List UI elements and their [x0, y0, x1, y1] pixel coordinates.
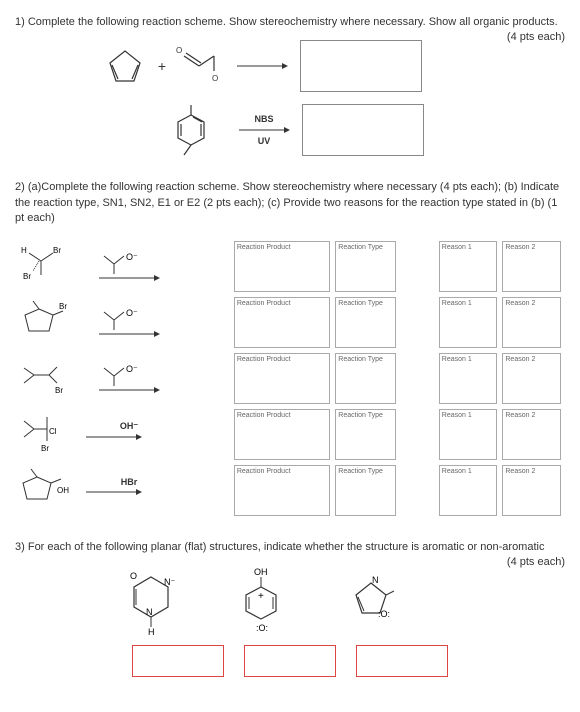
- question-3: 3) For each of the following planar (fla…: [15, 540, 565, 677]
- structure-r1-icon: H Br Br: [19, 241, 79, 286]
- svg-text:N: N: [372, 575, 379, 585]
- q3-box-b[interactable]: [244, 645, 336, 677]
- q1-row2: NBS UV: [15, 100, 565, 160]
- svg-text:N⁻: N⁻: [164, 577, 175, 587]
- structure-c-icon: N :O:: [336, 565, 406, 635]
- svg-text:H: H: [21, 246, 27, 255]
- svg-text:N: N: [146, 607, 153, 617]
- structure-b-icon: OH + :O:: [226, 565, 296, 635]
- q3-box-a[interactable]: [132, 645, 224, 677]
- nbs-label: NBS: [234, 114, 294, 124]
- product-box[interactable]: Reaction Product: [234, 353, 330, 404]
- svg-text:Br: Br: [59, 302, 67, 311]
- arrow-icon: [234, 124, 294, 136]
- q3-num: 3): [15, 541, 25, 553]
- table-row: Br O⁻ Reaction Product Reaction Type Rea…: [18, 352, 562, 405]
- q3-structures: N⁻ O N H OH + :O: N :O:: [15, 565, 507, 635]
- q1-num: 1): [15, 16, 25, 28]
- q1-row1: + O O: [15, 40, 507, 92]
- reason1-box[interactable]: Reason 1: [439, 465, 498, 516]
- type-box[interactable]: Reaction Type: [335, 297, 396, 348]
- q1-text: Complete the following reaction scheme. …: [28, 16, 558, 28]
- q2-num: 2): [15, 181, 25, 193]
- product-box[interactable]: Reaction Product: [234, 241, 330, 292]
- q1-answer-box-2[interactable]: [302, 104, 424, 156]
- plus-sign: +: [158, 58, 166, 74]
- arrow-icon: [232, 56, 292, 76]
- table-row: OH HBr Reaction Product Reaction Type Re…: [18, 464, 562, 517]
- table-row: Br O⁻ Reaction Product Reaction Type Rea…: [18, 296, 562, 349]
- dienophile-icon: O O: [174, 41, 224, 91]
- type-box[interactable]: Reaction Type: [335, 409, 396, 460]
- svg-text:O⁻: O⁻: [126, 364, 138, 374]
- svg-text:O⁻: O⁻: [126, 252, 138, 262]
- table-row: H Br Br O⁻ Reacti: [18, 240, 562, 293]
- reason2-box[interactable]: Reason 2: [502, 241, 561, 292]
- svg-text:OH: OH: [57, 486, 69, 495]
- q3-answer-boxes: [15, 645, 565, 677]
- q2-table: H Br Br O⁻ Reacti: [15, 237, 565, 520]
- q1-pts: (4 pts each): [507, 30, 565, 45]
- reagent-oh: OH⁻: [83, 408, 175, 455]
- svg-text:O: O: [212, 74, 218, 83]
- svg-text:Cl: Cl: [49, 427, 57, 436]
- structure-r5-icon: OH: [19, 465, 79, 510]
- svg-text:Br: Br: [55, 386, 63, 395]
- q1-answer-box-1[interactable]: [300, 40, 422, 92]
- q2-prompt: 2) (a)Complete the following reaction sc…: [15, 180, 565, 226]
- svg-text:O: O: [130, 571, 137, 581]
- nbs-arrow-group: NBS UV: [234, 114, 294, 146]
- svg-text:Br: Br: [53, 246, 61, 255]
- structure-r2-icon: Br: [19, 297, 79, 342]
- uv-label: UV: [234, 136, 294, 146]
- reason1-box[interactable]: Reason 1: [439, 353, 498, 404]
- q2-text: (a)Complete the following reaction schem…: [15, 181, 559, 224]
- product-box[interactable]: Reaction Product: [234, 409, 330, 460]
- reason2-box[interactable]: Reason 2: [502, 353, 561, 404]
- toluene-icon: [156, 100, 226, 160]
- reason1-box[interactable]: Reason 1: [439, 241, 498, 292]
- product-box[interactable]: Reaction Product: [234, 297, 330, 348]
- svg-text:OH: OH: [254, 567, 268, 577]
- reason2-box[interactable]: Reason 2: [502, 297, 561, 348]
- tbuO-icon: O⁻: [94, 358, 164, 393]
- svg-text:O⁻: O⁻: [126, 308, 138, 318]
- svg-text::O:: :O:: [256, 623, 268, 633]
- svg-text:Br: Br: [23, 272, 31, 281]
- type-box[interactable]: Reaction Type: [335, 465, 396, 516]
- tbuO-icon: O⁻: [94, 302, 164, 337]
- svg-text:H: H: [148, 627, 155, 635]
- reason1-box[interactable]: Reason 1: [439, 409, 498, 460]
- structure-r3-icon: Br: [19, 353, 79, 398]
- question-2: 2) (a)Complete the following reaction sc…: [15, 180, 565, 519]
- reagent-hbr: HBr: [83, 464, 175, 511]
- reason1-box[interactable]: Reason 1: [439, 297, 498, 348]
- structure-r4-icon: Cl Br: [19, 409, 79, 454]
- q3-pts: (4 pts each): [507, 555, 565, 570]
- q3-box-c[interactable]: [356, 645, 448, 677]
- tbuO-icon: O⁻: [94, 246, 164, 281]
- type-box[interactable]: Reaction Type: [335, 241, 396, 292]
- structure-a-icon: N⁻ O N H: [116, 565, 186, 635]
- type-box[interactable]: Reaction Type: [335, 353, 396, 404]
- reason2-box[interactable]: Reason 2: [502, 465, 561, 516]
- q3-text: For each of the following planar (flat) …: [28, 541, 545, 553]
- svg-text:+: +: [258, 591, 264, 602]
- reason2-box[interactable]: Reason 2: [502, 409, 561, 460]
- table-row: Cl Br OH⁻ Reaction Product Reaction Type…: [18, 408, 562, 461]
- q3-prompt: 3) For each of the following planar (fla…: [15, 540, 565, 555]
- question-1: 1) Complete the following reaction schem…: [15, 15, 565, 160]
- cyclopentadiene-icon: [100, 41, 150, 91]
- svg-text:O: O: [176, 46, 182, 55]
- q1-prompt: 1) Complete the following reaction schem…: [15, 15, 565, 30]
- product-box[interactable]: Reaction Product: [234, 465, 330, 516]
- svg-text::O:: :O:: [378, 609, 390, 619]
- svg-text:Br: Br: [41, 444, 49, 453]
